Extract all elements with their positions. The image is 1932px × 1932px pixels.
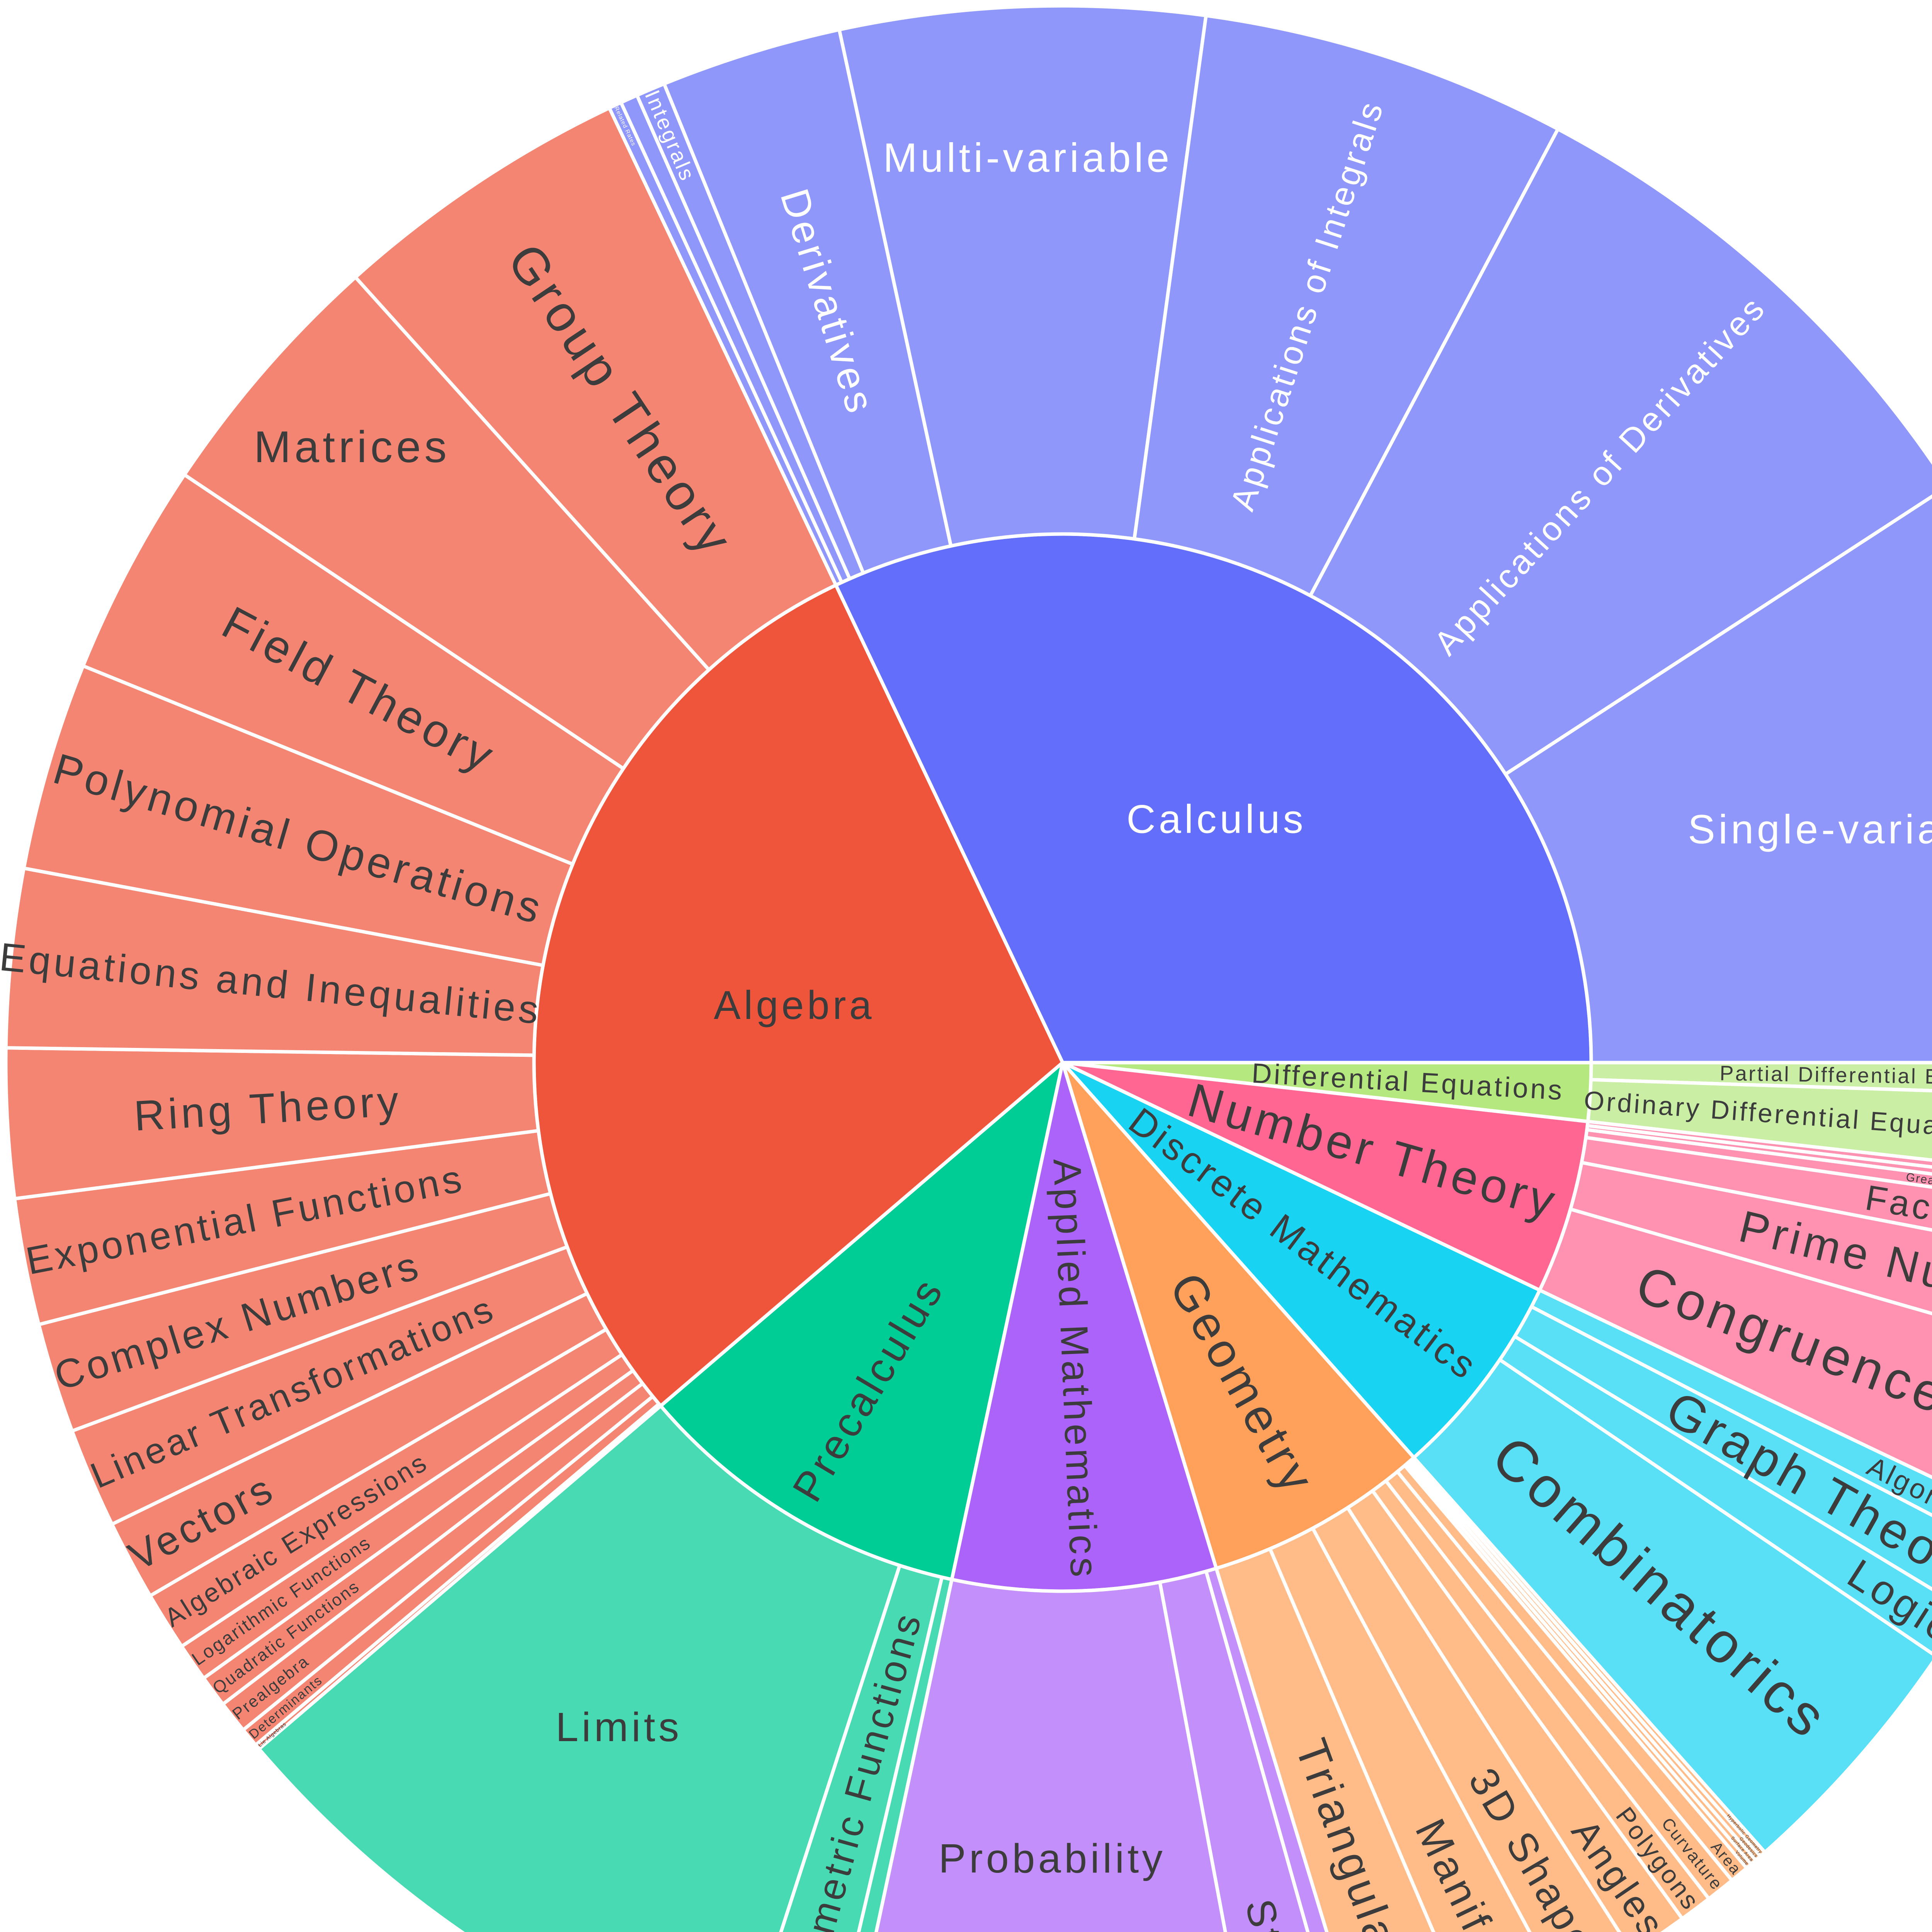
svg-text:Matrices: Matrices <box>254 422 450 472</box>
svg-text:Calculus: Calculus <box>1126 797 1306 842</box>
svg-text:Multi-variable: Multi-variable <box>883 135 1173 181</box>
svg-text:Algebra: Algebra <box>714 983 875 1028</box>
svg-text:Probability: Probability <box>939 1836 1166 1881</box>
svg-text:Single-variable: Single-variable <box>1688 807 1932 852</box>
svg-text:Limits: Limits <box>556 1704 682 1750</box>
